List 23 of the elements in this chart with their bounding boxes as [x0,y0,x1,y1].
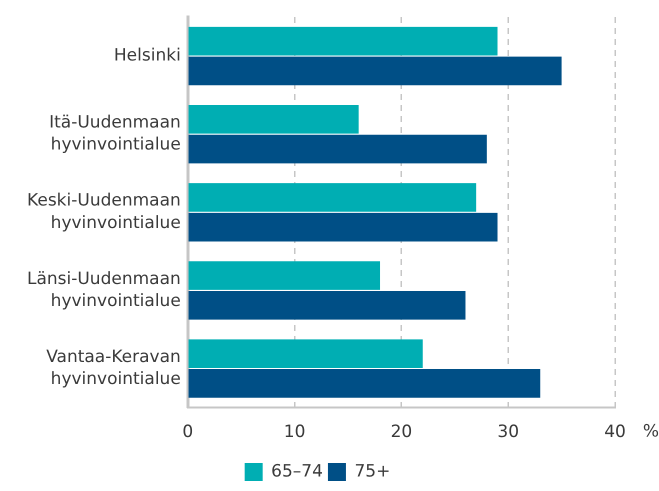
x-tick-label: 20 [390,422,412,442]
bar [188,105,359,134]
bar [188,290,466,320]
legend-label: 65–74 [271,461,323,482]
bar [188,261,380,290]
bar [188,369,540,398]
bar [188,134,487,164]
y-tick-label: Vantaa-Keravan hyvinvointialue [46,346,181,390]
bar [188,183,476,212]
bar [188,339,423,368]
bar [188,212,498,242]
bar [188,56,562,86]
y-tick-label: Helsinki [114,45,181,66]
x-tick-label: 0 [182,422,194,442]
y-tick-label: Länsi-Uudenmaan hyvinvointialue [26,268,181,311]
x-tick-label: 40 [604,422,626,442]
y-tick-label: Itä-Uudenmaan hyvinvointialue [49,112,181,155]
x-tick-label: 10 [284,422,306,442]
x-axis-title: % [642,422,659,442]
y-tick-label: Keski-Uudenmaan hyvinvointialue [27,190,181,233]
x-tick-label: 30 [497,422,520,442]
legend-label: 75+ [354,461,390,482]
bar [188,26,498,56]
